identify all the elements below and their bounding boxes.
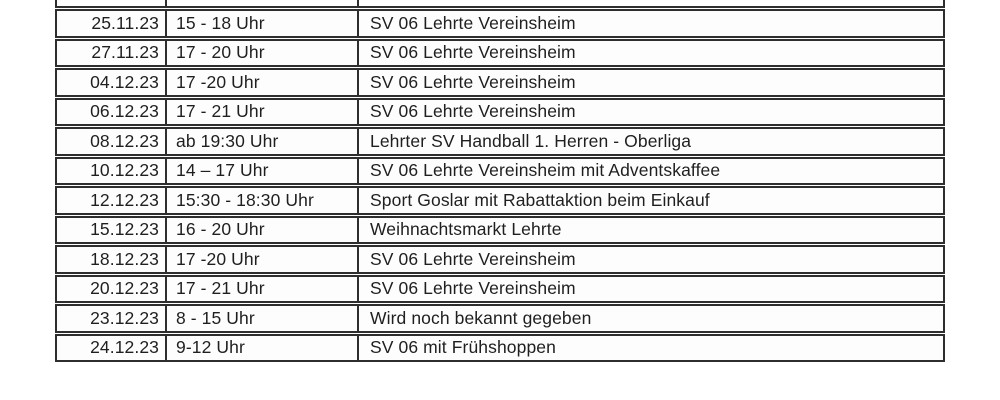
location-cell: SV 06 Lehrte Vereinsheim	[357, 70, 943, 95]
time-cell: 16 - 20 Uhr	[165, 217, 357, 242]
location-cell: SV 06 Lehrte Vereinsheim	[357, 276, 943, 301]
location-cell: SV 06 Lehrte Vereinsheim mit Adventskaff…	[357, 158, 943, 183]
time-cell: 17 -20 Uhr	[165, 247, 357, 272]
date-cell: 12.12.23	[90, 189, 159, 210]
time-cell: 17 - 20 Uhr	[165, 40, 357, 65]
location-cell	[357, 0, 943, 6]
time-cell	[165, 0, 357, 6]
date-cell	[57, 0, 165, 6]
table-row: 04.12.23 17 -20 Uhr SV 06 Lehrte Vereins…	[55, 68, 945, 97]
date-cell: 06.12.23	[90, 101, 159, 122]
location-cell: Wird noch bekannt gegeben	[357, 306, 943, 331]
table-row: 08.12.23 ab 19:30 Uhr Lehrter SV Handbal…	[55, 127, 945, 156]
table-row: 23.12.23 8 - 15 Uhr Wird noch bekannt ge…	[55, 304, 945, 333]
table-row: 20.12.23 17 - 21 Uhr SV 06 Lehrte Verein…	[55, 274, 945, 303]
time-cell: 8 - 15 Uhr	[165, 306, 357, 331]
date-cell: 15.12.23	[90, 219, 159, 240]
date-cell: 27.11.23	[91, 42, 159, 63]
location-cell: Lehrter SV Handball 1. Herren - Oberliga	[357, 129, 943, 154]
time-cell: 17 - 21 Uhr	[165, 276, 357, 301]
table-row: 18.12.23 17 -20 Uhr SV 06 Lehrte Vereins…	[55, 245, 945, 274]
time-cell: ab 19:30 Uhr	[165, 129, 357, 154]
table-row: 25.11.23 15 - 18 Uhr SV 06 Lehrte Verein…	[55, 9, 945, 38]
schedule-table: 25.11.23 15 - 18 Uhr SV 06 Lehrte Verein…	[55, 0, 945, 363]
date-cell: 20.12.23	[90, 278, 159, 299]
date-cell: 25.11.23	[91, 12, 159, 33]
date-cell: 04.12.23	[90, 71, 159, 92]
table-row: 15.12.23 16 - 20 Uhr Weihnachtsmarkt Leh…	[55, 215, 945, 244]
location-cell: SV 06 Lehrte Vereinsheim	[357, 99, 943, 124]
location-cell: SV 06 Lehrte Vereinsheim	[357, 40, 943, 65]
time-cell: 15:30 - 18:30 Uhr	[165, 188, 357, 213]
location-cell: SV 06 Lehrte Vereinsheim	[357, 11, 943, 36]
date-cell: 18.12.23	[90, 248, 159, 269]
location-cell: Sport Goslar mit Rabattaktion beim Einka…	[357, 188, 943, 213]
location-cell: SV 06 mit Frühshoppen	[357, 335, 943, 360]
time-cell: 14 – 17 Uhr	[165, 158, 357, 183]
time-cell: 17 -20 Uhr	[165, 70, 357, 95]
time-cell: 9-12 Uhr	[165, 335, 357, 360]
date-cell: 24.12.23	[90, 337, 159, 358]
table-row: 10.12.23 14 – 17 Uhr SV 06 Lehrte Verein…	[55, 156, 945, 185]
date-cell: 08.12.23	[90, 130, 159, 151]
table-row: 06.12.23 17 - 21 Uhr SV 06 Lehrte Verein…	[55, 97, 945, 126]
date-cell: 10.12.23	[90, 160, 159, 181]
time-cell: 15 - 18 Uhr	[165, 11, 357, 36]
location-cell: SV 06 Lehrte Vereinsheim	[357, 247, 943, 272]
table-row: 27.11.23 17 - 20 Uhr SV 06 Lehrte Verein…	[55, 38, 945, 67]
table-row: 24.12.23 9-12 Uhr SV 06 mit Frühshoppen	[55, 333, 945, 362]
time-cell: 17 - 21 Uhr	[165, 99, 357, 124]
table-row-partial	[55, 0, 945, 8]
location-cell: Weihnachtsmarkt Lehrte	[357, 217, 943, 242]
date-cell: 23.12.23	[90, 307, 159, 328]
table-row: 12.12.23 15:30 - 18:30 Uhr Sport Goslar …	[55, 186, 945, 215]
